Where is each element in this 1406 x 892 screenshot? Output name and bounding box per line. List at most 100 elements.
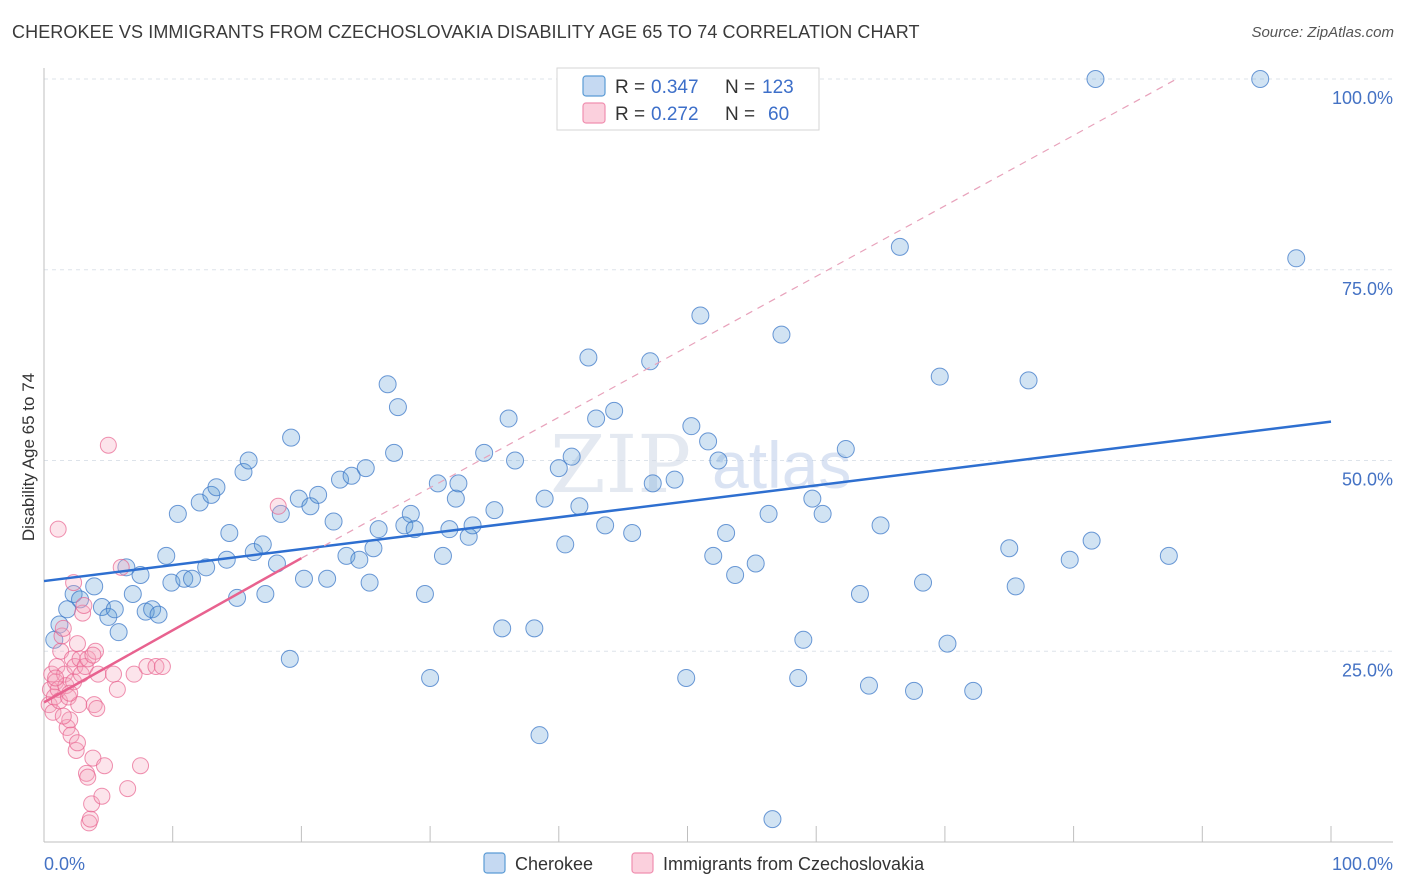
point-cherokee-80 <box>596 516 615 535</box>
point-cherokee-60 <box>433 546 452 565</box>
point-cherokee-26 <box>220 523 239 542</box>
point-cherokee-45 <box>342 466 361 485</box>
point-cherokee-8 <box>105 600 124 619</box>
point-cherokee-5 <box>85 577 104 596</box>
point-cherokee-59 <box>428 474 447 493</box>
point-czech-45 <box>125 665 143 683</box>
point-cherokee-88 <box>691 306 710 325</box>
point-cherokee-112 <box>1000 539 1019 558</box>
point-cherokee-98 <box>789 668 808 687</box>
point-cherokee-7 <box>99 607 118 626</box>
point-cherokee-47 <box>356 459 375 478</box>
point-czech-52 <box>84 646 102 664</box>
x-tick-label-max: 100.0% <box>1332 854 1393 874</box>
bottom-legend-swatch-czech <box>631 852 654 874</box>
legend-swatch-cherokee <box>582 75 606 97</box>
point-cherokee-113 <box>1006 577 1025 596</box>
point-cherokee-94 <box>746 554 765 573</box>
point-cherokee-52 <box>385 443 404 462</box>
point-czech-46 <box>132 757 150 775</box>
source-note: Source: ZipAtlas.com <box>1251 24 1394 41</box>
point-cherokee-22 <box>197 558 216 577</box>
point-cherokee-35 <box>280 649 299 668</box>
point-cherokee-90 <box>704 546 723 565</box>
legend-swatch-czech <box>582 102 606 124</box>
point-cherokee-46 <box>350 550 369 569</box>
trend-lines <box>43 78 1332 704</box>
y-tick-label-3: 100.0% <box>1332 88 1393 108</box>
point-cherokee-82 <box>623 523 642 542</box>
point-cherokee-57 <box>415 585 434 604</box>
point-cherokee-106 <box>890 237 909 256</box>
point-cherokee-117 <box>1086 70 1105 88</box>
point-cherokee-102 <box>836 440 855 459</box>
series-czech-points <box>40 436 287 832</box>
point-cherokee-118 <box>1159 546 1178 565</box>
x-tick-label-min: 0.0% <box>44 854 85 874</box>
legend-r-value-2: 0.272 <box>651 104 699 125</box>
y-axis-title: Disability Age 65 to 74 <box>19 373 38 541</box>
point-cherokee-119 <box>1251 70 1270 88</box>
point-cherokee-19 <box>175 569 194 588</box>
y-tick-label-0: 25.0% <box>1342 660 1393 680</box>
point-czech-27 <box>75 596 93 614</box>
point-czech-59 <box>68 734 86 752</box>
point-cherokee-77 <box>570 497 589 516</box>
point-czech-40 <box>99 436 117 454</box>
point-czech-44 <box>119 780 137 798</box>
point-cherokee-75 <box>556 535 575 554</box>
trend-line-czech <box>43 557 303 704</box>
point-cherokee-28 <box>234 462 253 481</box>
point-cherokee-76 <box>562 447 581 466</box>
point-cherokee-31 <box>253 535 272 554</box>
point-cherokee-104 <box>859 676 878 695</box>
point-czech-32 <box>81 810 99 828</box>
point-cherokee-89 <box>699 432 718 451</box>
point-cherokee-49 <box>364 539 383 558</box>
point-cherokee-41 <box>318 569 337 588</box>
point-cherokee-18 <box>168 504 187 523</box>
point-czech-47 <box>138 658 156 676</box>
point-cherokee-115 <box>1060 550 1079 569</box>
point-cherokee-36 <box>282 428 301 447</box>
point-cherokee-32 <box>256 585 275 604</box>
point-cherokee-71 <box>525 619 544 638</box>
point-cherokee-108 <box>914 573 933 592</box>
point-cherokee-78 <box>579 348 598 367</box>
point-cherokee-53 <box>388 398 407 417</box>
point-cherokee-43 <box>331 470 350 489</box>
point-cherokee-86 <box>677 668 696 687</box>
point-czech-22 <box>68 635 86 653</box>
series-cherokee-points <box>45 70 1306 829</box>
point-cherokee-99 <box>794 630 813 649</box>
point-cherokee-67 <box>485 501 504 520</box>
y-tick-labels: 25.0% 50.0% 75.0% 100.0% <box>1332 88 1393 680</box>
point-czech-11 <box>54 619 72 637</box>
point-cherokee-96 <box>763 810 782 829</box>
bottom-legend: Cherokee Immigrants from Czechoslovakia <box>483 852 925 874</box>
point-cherokee-101 <box>813 504 832 523</box>
point-czech-57 <box>79 768 97 786</box>
point-cherokee-109 <box>930 367 949 386</box>
legend-n-value-2: 60 <box>768 104 789 125</box>
point-cherokee-110 <box>938 634 957 653</box>
legend-r-value-1: 0.347 <box>651 77 699 98</box>
legend-n-label-1: N = <box>725 77 755 98</box>
trend-line-cherokee <box>43 420 1332 583</box>
trend-line-czech-extrapolated <box>301 78 1177 559</box>
point-cherokee-9 <box>109 623 128 642</box>
point-cherokee-68 <box>493 619 512 638</box>
point-cherokee-92 <box>717 523 736 542</box>
point-czech-38 <box>93 787 111 805</box>
point-cherokee-50 <box>369 520 388 539</box>
point-cherokee-95 <box>759 504 778 523</box>
bottom-legend-label-czech: Immigrants from Czechoslovakia <box>663 854 925 874</box>
legend-box: R = 0.347 N = 123 R = 0.272 N = 60 <box>556 67 820 131</box>
point-cherokee-29 <box>239 451 258 470</box>
point-czech-41 <box>104 665 122 683</box>
point-cherokee-48 <box>360 573 379 592</box>
y-tick-label-1: 50.0% <box>1342 470 1393 490</box>
point-czech-49 <box>153 658 171 676</box>
point-cherokee-38 <box>294 569 313 588</box>
